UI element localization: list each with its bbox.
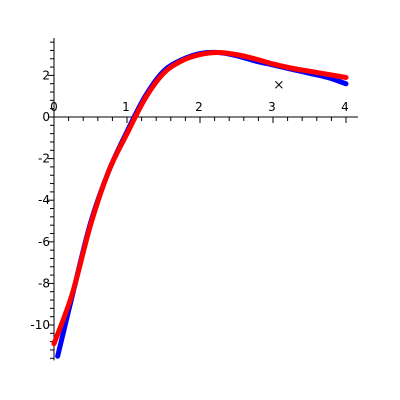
y-tick-label: -8: [38, 276, 50, 290]
y-tick-label: -10: [30, 318, 50, 332]
y-tick-label: -6: [38, 235, 50, 249]
series-group: [51, 49, 349, 359]
x-tick-label: 2: [195, 100, 203, 114]
x-tick-label: 1: [122, 100, 130, 114]
red-series-line: [51, 50, 349, 347]
blue-series-line: [55, 49, 349, 359]
y-tick-label: 2: [42, 68, 50, 82]
x-tick-label: 0: [50, 100, 58, 114]
x-tick-label: 3: [268, 100, 276, 114]
axes: 0 1 2 3 4 -10 -8 -6 -4 -2 0 2: [30, 38, 358, 361]
markers-group: [274, 80, 283, 89]
x-marker: [274, 80, 283, 89]
y-tick-label: 0: [42, 110, 50, 124]
x-marker-stroke: [274, 80, 283, 89]
y-tick-label: -4: [38, 193, 50, 207]
x-tick-label: 4: [341, 100, 349, 114]
y-tick-label: -2: [38, 152, 50, 166]
